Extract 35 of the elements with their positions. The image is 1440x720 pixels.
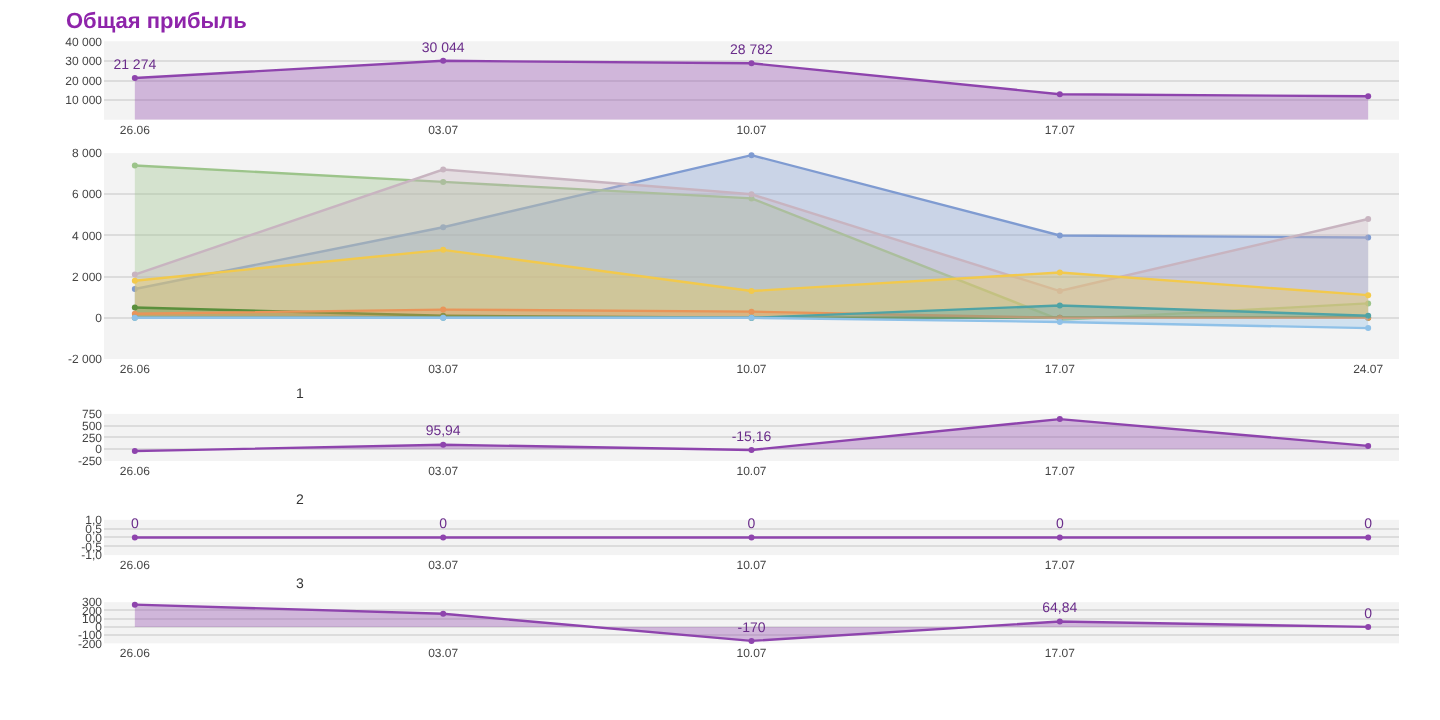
point [440,246,447,253]
point [1365,300,1372,307]
point [131,277,138,284]
point [131,75,138,82]
point [748,60,755,67]
point [131,271,138,278]
point [1056,269,1063,276]
point [440,166,447,173]
point [1056,618,1063,625]
point [1056,91,1063,98]
point [1365,623,1372,630]
point [1056,302,1063,309]
point [1056,232,1063,239]
point [131,601,138,608]
chart-title: Общая прибыль [66,10,248,34]
point [1365,442,1372,449]
point [1365,234,1372,241]
point [1056,416,1063,423]
point [131,448,138,455]
point [131,162,138,169]
point [1365,215,1372,222]
point [748,152,755,159]
point [440,306,447,313]
point [131,285,138,292]
point [440,57,447,64]
point [748,288,755,295]
point [1365,93,1372,100]
point [1365,292,1372,299]
point [748,308,755,315]
point [748,637,755,644]
point [748,446,755,453]
point [1365,325,1372,332]
point [131,304,138,311]
point [440,610,447,617]
point [440,441,447,448]
